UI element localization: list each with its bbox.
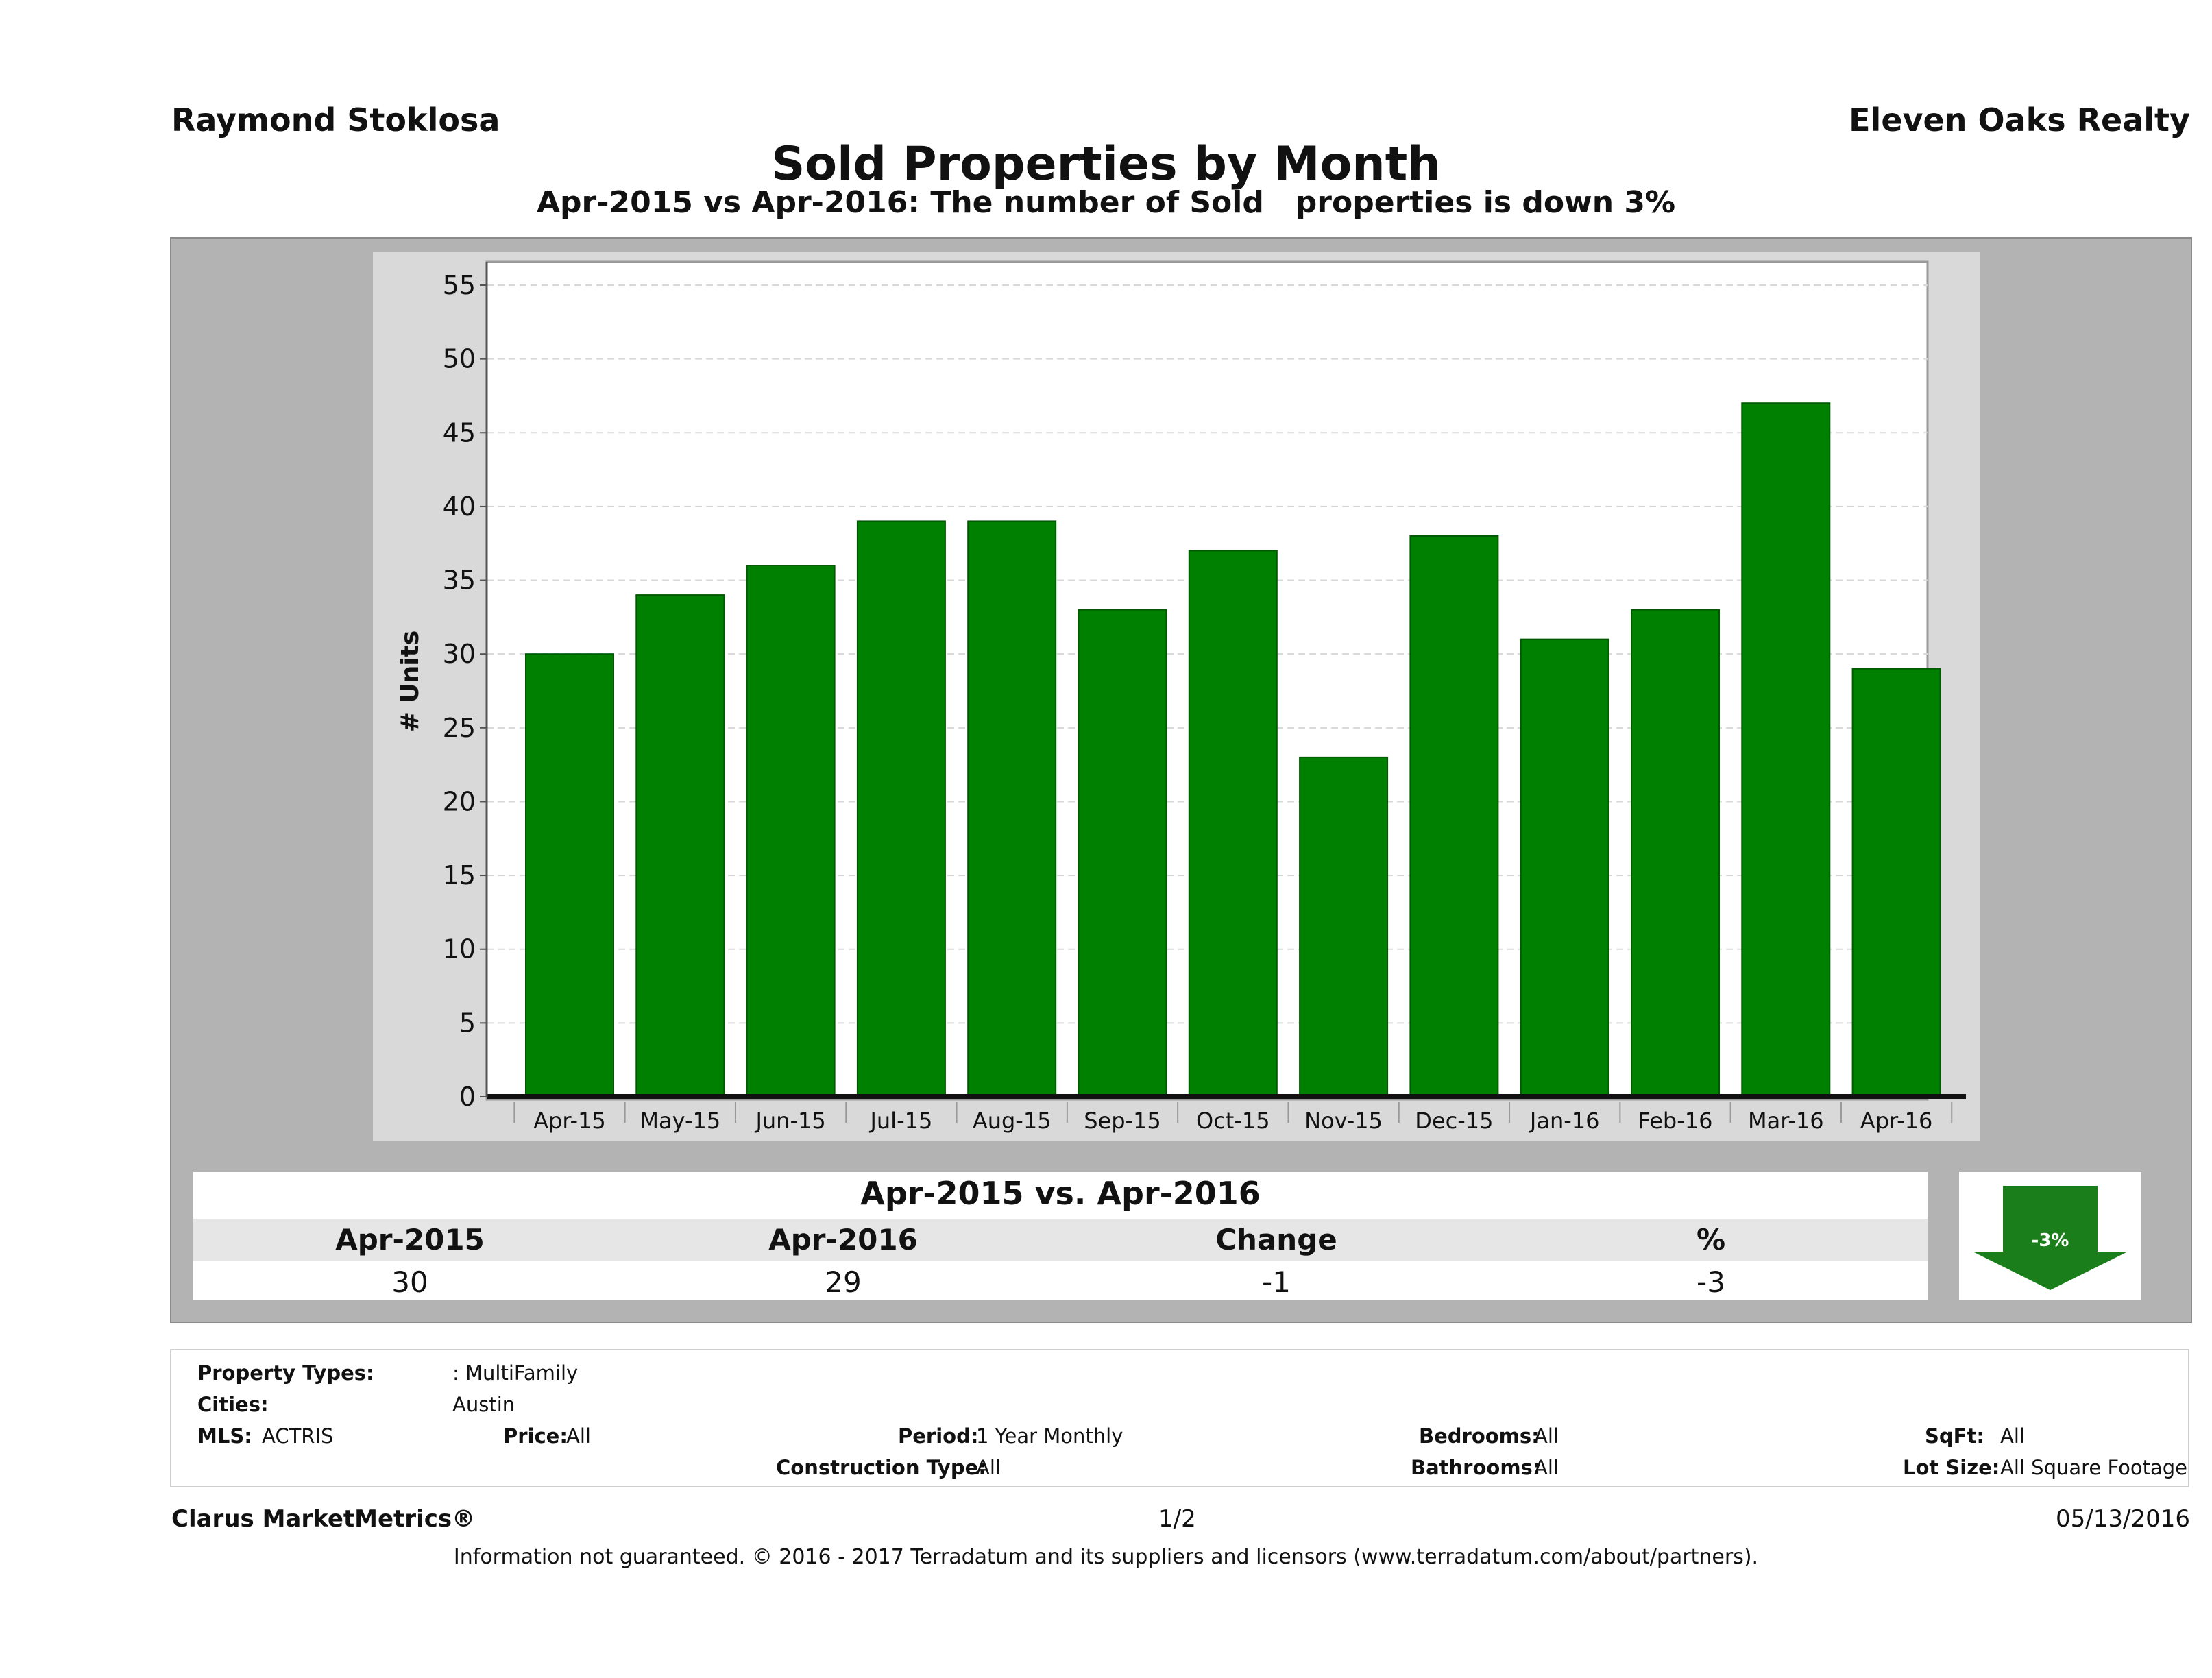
lot-size-label: Lot Size: bbox=[1903, 1456, 2000, 1479]
y-tick-label: 30 bbox=[443, 639, 476, 669]
bar-Oct-15 bbox=[1188, 550, 1278, 1097]
bar-Apr-16 bbox=[1851, 668, 1941, 1097]
summary-header-change: Change bbox=[1215, 1223, 1337, 1256]
x-tick-label: Aug-15 bbox=[973, 1108, 1052, 1134]
bar-May-15 bbox=[635, 594, 725, 1097]
price-value: All bbox=[566, 1424, 591, 1448]
bedrooms-label: Bedrooms: bbox=[1419, 1424, 1540, 1448]
property-types-value: : MultiFamily bbox=[452, 1361, 579, 1385]
x-tick-label: Jun-15 bbox=[754, 1108, 825, 1134]
x-tick-label: Apr-15 bbox=[533, 1108, 606, 1134]
lot-size-value: All Square Footage bbox=[2000, 1456, 2188, 1479]
page-number: 1/2 bbox=[1158, 1505, 1196, 1533]
company-name: Eleven Oaks Realty bbox=[1849, 101, 2190, 138]
cities-value: Austin bbox=[452, 1393, 515, 1416]
bathrooms-label: Bathrooms: bbox=[1411, 1456, 1541, 1479]
bar-Sep-15 bbox=[1078, 609, 1167, 1097]
property-types-label: Property Types: bbox=[197, 1361, 374, 1385]
mls-value: ACTRIS bbox=[262, 1424, 334, 1448]
change-indicator: -3% bbox=[1959, 1172, 2141, 1300]
y-axis-label: # Units bbox=[396, 631, 424, 733]
change-indicator-label: -3% bbox=[2032, 1230, 2069, 1251]
bar-Nov-15 bbox=[1299, 756, 1389, 1097]
summary-header-prev: Apr-2015 bbox=[335, 1223, 485, 1256]
summary-value-curr: 29 bbox=[825, 1265, 862, 1299]
summary-value-row bbox=[193, 1261, 1928, 1300]
x-tick-label: Oct-15 bbox=[1196, 1108, 1270, 1134]
sqft-value: All bbox=[2000, 1424, 2025, 1448]
y-tick-label: 5 bbox=[459, 1008, 476, 1038]
y-tick-label: 20 bbox=[443, 786, 476, 816]
summary-title-box bbox=[193, 1172, 1928, 1219]
x-tick-label: Mar-16 bbox=[1748, 1108, 1824, 1134]
summary-title: Apr-2015 vs. Apr-2016 bbox=[860, 1175, 1261, 1212]
chart-title: Sold Properties by Month bbox=[771, 137, 1441, 191]
sqft-label: SqFt: bbox=[1925, 1424, 1984, 1448]
price-label: Price: bbox=[503, 1424, 568, 1448]
y-tick-label: 0 bbox=[459, 1082, 476, 1112]
bathrooms-value: All bbox=[1534, 1456, 1559, 1479]
chart-subtitle: Apr-2015 vs Apr-2016: The number of Sold… bbox=[536, 185, 1676, 220]
bedrooms-value: All bbox=[1534, 1424, 1559, 1448]
down-arrow-icon: -3% bbox=[1973, 1186, 2128, 1290]
x-tick-label: Jan-16 bbox=[1529, 1108, 1600, 1134]
period-label: Period: bbox=[898, 1424, 979, 1448]
bar-Aug-15 bbox=[967, 520, 1057, 1098]
agent-name: Raymond Stoklosa bbox=[171, 101, 500, 138]
construction-type-value: All bbox=[976, 1456, 1001, 1479]
report-date: 05/13/2016 bbox=[2056, 1505, 2190, 1533]
summary-header-row bbox=[193, 1219, 1928, 1261]
summary-header-curr: Apr-2016 bbox=[768, 1223, 918, 1256]
y-tick-label: 55 bbox=[443, 270, 476, 300]
summary-value-prev: 30 bbox=[391, 1265, 428, 1299]
filters-box bbox=[170, 1349, 2189, 1487]
bar-chart: 0 5 10 15 20 25 30 35 40 45 50 55 Apr-15 May-15 Jun-1… bbox=[396, 260, 1966, 1134]
x-tick-label: Jul-15 bbox=[868, 1108, 932, 1134]
bar-Apr-15 bbox=[525, 653, 614, 1097]
bar-Mar-16 bbox=[1741, 402, 1831, 1097]
y-tick-label: 35 bbox=[443, 566, 476, 596]
y-tick-label: 25 bbox=[443, 713, 476, 743]
x-tick-label: Feb-16 bbox=[1638, 1108, 1713, 1134]
bar-Dec-15 bbox=[1409, 535, 1499, 1097]
footer-brand: Clarus MarketMetrics® bbox=[171, 1505, 476, 1533]
cities-label: Cities: bbox=[197, 1393, 269, 1416]
period-value: 1 Year Monthly bbox=[976, 1424, 1123, 1448]
x-tick-label: May-15 bbox=[640, 1108, 720, 1134]
x-tick-label: Dec-15 bbox=[1415, 1108, 1493, 1134]
x-tick-label: Nov-15 bbox=[1304, 1108, 1383, 1134]
summary-value-change: -1 bbox=[1262, 1265, 1291, 1299]
bar-Jan-16 bbox=[1520, 638, 1609, 1097]
y-tick-label: 15 bbox=[443, 860, 476, 890]
y-tick-label: 50 bbox=[443, 344, 476, 374]
bar-Feb-16 bbox=[1631, 609, 1720, 1097]
bar-Jun-15 bbox=[746, 565, 836, 1097]
summary-header-percent: % bbox=[1696, 1223, 1726, 1256]
disclaimer: Information not guaranteed. © 2016 - 201… bbox=[453, 1545, 1759, 1569]
mls-label: MLS: bbox=[197, 1424, 252, 1448]
summary-value-percent: -3 bbox=[1697, 1265, 1725, 1299]
y-tick-label: 45 bbox=[443, 417, 476, 448]
construction-type-label: Construction Type: bbox=[776, 1456, 986, 1479]
x-tick-label: Apr-16 bbox=[1860, 1108, 1933, 1134]
y-tick-label: 10 bbox=[443, 934, 476, 964]
x-tick-label: Sep-15 bbox=[1084, 1108, 1161, 1134]
y-tick-label: 40 bbox=[443, 491, 476, 522]
bar-Jul-15 bbox=[856, 520, 946, 1098]
